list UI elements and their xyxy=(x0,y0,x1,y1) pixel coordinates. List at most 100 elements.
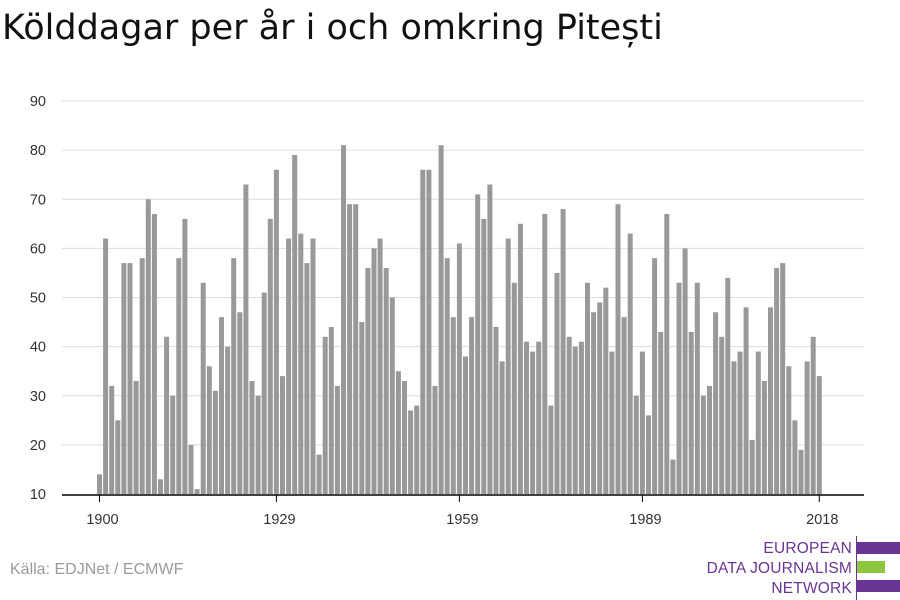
bar-1920 xyxy=(219,317,224,494)
y-tick-label-50: 50 xyxy=(30,291,46,307)
bar-1992 xyxy=(658,331,664,494)
bar-1913 xyxy=(176,258,182,494)
edjnet-logo[interactable]: EUROPEAN DATA JOURNALISM NETWORK xyxy=(704,536,900,600)
bar-1944 xyxy=(365,268,371,494)
bar-2012 xyxy=(780,263,786,494)
y-tick-labels: 10 20 30 40 50 60 70 80 90 xyxy=(30,94,46,503)
bar-2015 xyxy=(798,449,804,494)
logo-text: EUROPEAN DATA JOURNALISM NETWORK xyxy=(707,539,852,599)
chart-title: Kölddagar per år i och omkring Pitești xyxy=(2,8,663,48)
bar-2014 xyxy=(792,420,798,494)
bar-1912 xyxy=(170,395,176,494)
bar-2018 xyxy=(816,376,822,494)
x-ticks: 1900 1929 1959 1989 2018 xyxy=(86,495,838,528)
source-note: Källa: EDJNet / ECMWF xyxy=(10,561,184,578)
bar-1990 xyxy=(646,415,651,494)
bar-1919 xyxy=(212,390,218,494)
bar-1946 xyxy=(377,238,383,494)
y-tick-label-20: 20 xyxy=(30,438,46,454)
y-tick-label-30: 30 xyxy=(30,389,46,405)
x-tick-label-2018: 2018 xyxy=(806,512,838,528)
bar-2011 xyxy=(774,268,780,494)
bar-1952 xyxy=(414,405,420,494)
bar-1966 xyxy=(499,361,505,494)
y-tick-label-90: 90 xyxy=(30,94,46,110)
bar-1923 xyxy=(237,312,243,494)
x-tick-label-1959: 1959 xyxy=(446,512,478,528)
bar-1987 xyxy=(627,233,633,494)
bar-1980 xyxy=(585,282,590,494)
bar-1978 xyxy=(572,346,578,495)
bar-2000 xyxy=(707,385,712,494)
bar-1962 xyxy=(475,194,481,494)
bar-1985 xyxy=(615,204,621,494)
bar-1973 xyxy=(542,213,548,495)
y-tick-label-10: 10 xyxy=(30,487,46,503)
bar-1903 xyxy=(115,420,121,494)
bar-1979 xyxy=(578,341,584,494)
bar-1983 xyxy=(603,287,609,494)
bar-2004 xyxy=(731,361,737,494)
y-tick-label-80: 80 xyxy=(30,143,46,159)
bar-series xyxy=(97,145,822,495)
bar-1930 xyxy=(280,376,285,494)
bar-1993 xyxy=(664,213,670,495)
bar-1965 xyxy=(493,326,499,494)
bar-2013 xyxy=(786,366,792,494)
bar-2009 xyxy=(761,381,767,494)
bar-1945 xyxy=(371,248,377,495)
bar-2016 xyxy=(804,361,810,494)
bar-1939 xyxy=(334,385,340,494)
bar-1927 xyxy=(261,292,267,494)
bar-1959 xyxy=(456,243,462,494)
y-tick-label-40: 40 xyxy=(30,340,46,356)
bar-1968 xyxy=(511,282,517,494)
bar-1975 xyxy=(554,272,560,494)
bar-1953 xyxy=(420,169,426,494)
bar-1949 xyxy=(395,371,401,494)
logo-line-2: DATA JOURNALISM xyxy=(706,560,852,577)
bar-2006 xyxy=(743,307,749,494)
y-tick-label-70: 70 xyxy=(30,192,46,208)
bar-1994 xyxy=(670,459,676,494)
bar-1941 xyxy=(347,204,353,494)
bar-1931 xyxy=(286,238,292,494)
bar-1991 xyxy=(652,258,658,494)
y-tick-label-60: 60 xyxy=(30,241,46,257)
bar-1901 xyxy=(103,238,109,494)
bar-2001 xyxy=(713,312,719,494)
bar-1956 xyxy=(438,145,444,494)
bar-2003 xyxy=(725,277,731,494)
bar-1988 xyxy=(633,395,639,494)
bar-1984 xyxy=(609,351,615,494)
bar-1989 xyxy=(639,351,645,494)
bar-1904 xyxy=(121,263,127,494)
bar-1922 xyxy=(231,258,237,494)
bar-1964 xyxy=(487,184,493,494)
bar-1967 xyxy=(505,238,511,494)
bar-1908 xyxy=(145,199,151,494)
bar-1955 xyxy=(432,385,438,494)
bar-1970 xyxy=(524,341,529,494)
bar-1960 xyxy=(463,356,468,494)
bar-2007 xyxy=(749,439,755,494)
bar-1929 xyxy=(273,169,279,494)
x-tick-label-1989: 1989 xyxy=(629,512,661,528)
bar-1905 xyxy=(127,263,133,494)
bar-1951 xyxy=(408,410,414,494)
bar-1981 xyxy=(591,312,597,494)
bar-1963 xyxy=(481,218,487,494)
x-tick-label-1900: 1900 xyxy=(86,512,118,528)
bar-1932 xyxy=(292,155,298,495)
bar-1915 xyxy=(188,444,194,495)
bar-2002 xyxy=(719,336,725,494)
bar-1982 xyxy=(597,302,603,494)
bar-1969 xyxy=(517,223,523,494)
bar-1910 xyxy=(158,479,163,494)
bar-1918 xyxy=(206,366,212,494)
bar-1928 xyxy=(267,218,273,494)
bar-1957 xyxy=(444,258,450,494)
bar-1950 xyxy=(402,381,407,494)
bar-1997 xyxy=(688,331,694,494)
